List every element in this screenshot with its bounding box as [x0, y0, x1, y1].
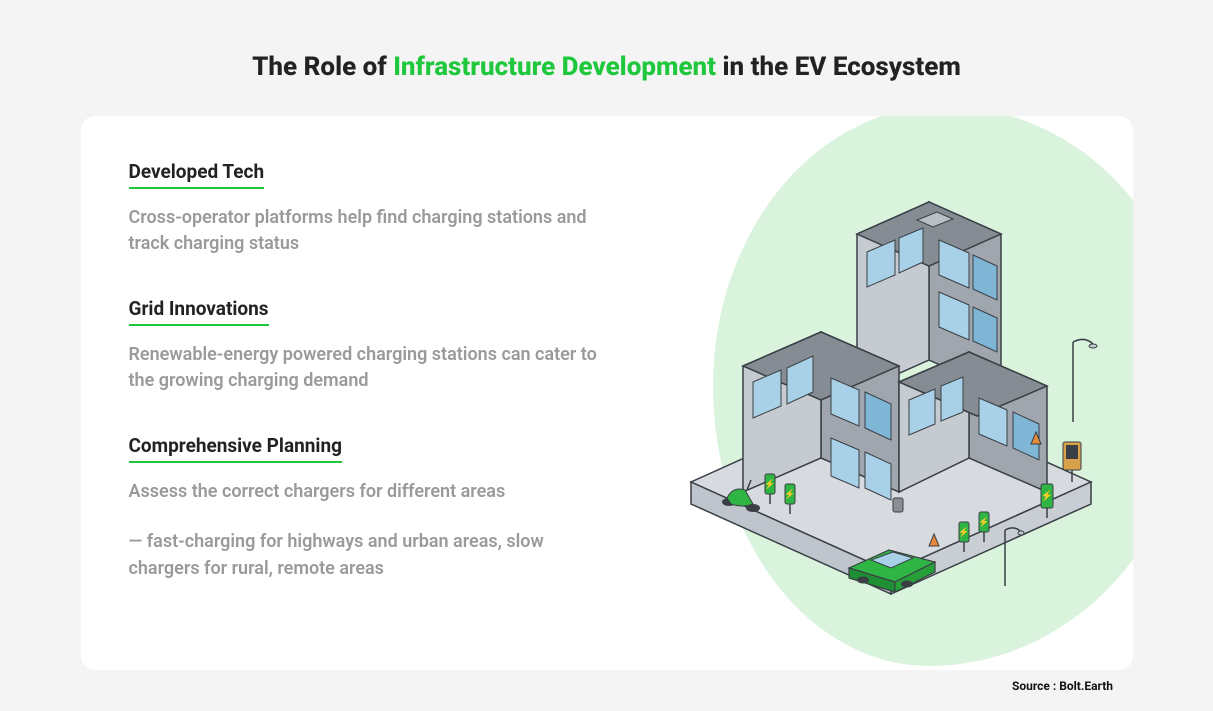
section-heading: Grid Innovations: [129, 297, 269, 326]
building-illustration: ⚡ ⚡ ⚡ ⚡ ⚡: [671, 142, 1111, 622]
svg-text:⚡: ⚡: [764, 478, 775, 490]
page-title: The Role of Infrastructure Development i…: [0, 0, 1213, 116]
info-card: Developed Tech Cross-operator platforms …: [81, 116, 1133, 670]
section-body: Renewable-energy powered charging statio…: [129, 342, 599, 394]
svg-text:⚡: ⚡: [1040, 489, 1052, 502]
section-body: Cross-operator platforms help find charg…: [129, 205, 599, 257]
section-body: Assess the correct chargers for differen…: [129, 479, 599, 505]
svg-text:⚡: ⚡: [978, 516, 989, 528]
source-label: Source : Bolt.Earth: [1012, 679, 1113, 693]
section-heading: Developed Tech: [129, 160, 265, 189]
section-heading: Comprehensive Planning: [129, 434, 342, 463]
street-light-icon: [1073, 339, 1097, 422]
title-suffix: in the EV Ecosystem: [716, 52, 961, 82]
section-grid-innovations: Grid Innovations Renewable-energy powere…: [129, 297, 599, 394]
title-prefix: The Role of: [252, 52, 393, 82]
title-highlight: Infrastructure Development: [393, 52, 716, 82]
content-column: Developed Tech Cross-operator platforms …: [129, 160, 599, 582]
section-sub-body: — fast-charging for highways and urban a…: [129, 529, 599, 581]
svg-text:⚡: ⚡: [784, 488, 795, 500]
section-comprehensive-planning: Comprehensive Planning Assess the correc…: [129, 434, 599, 581]
svg-text:⚡: ⚡: [958, 526, 969, 538]
trash-bin-icon: [893, 498, 903, 512]
section-developed-tech: Developed Tech Cross-operator platforms …: [129, 160, 599, 257]
